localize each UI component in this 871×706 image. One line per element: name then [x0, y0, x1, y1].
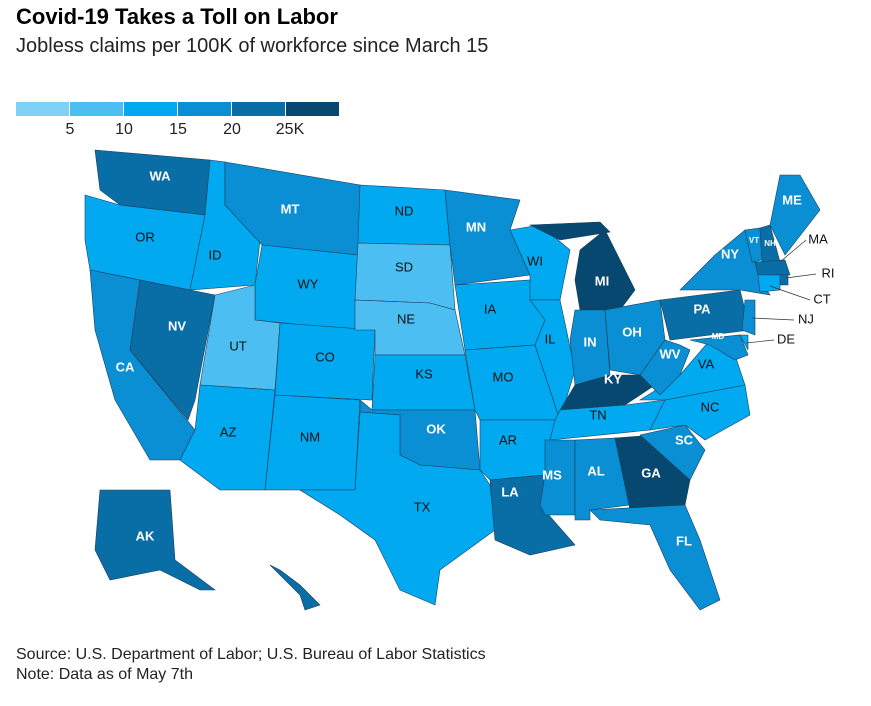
legend-swatch [124, 102, 177, 116]
state-label: CO [315, 349, 335, 364]
state [741, 299, 756, 336]
state-label: CA [116, 359, 135, 374]
legend-swatch [16, 102, 69, 116]
state-label: NJ [798, 311, 814, 326]
legend-tick-label: 5 [66, 121, 75, 138]
state-label: AR [499, 432, 517, 447]
state-label: WY [298, 276, 319, 291]
state-label: TX [414, 499, 431, 514]
state [779, 274, 789, 286]
state [129, 279, 216, 421]
state [274, 322, 376, 401]
state [754, 259, 791, 276]
legend-tick-label: 20 [223, 121, 241, 138]
state-label: KS [415, 366, 433, 381]
state-label: OK [426, 421, 446, 436]
state-label: ND [395, 203, 414, 218]
state-label: NV [168, 318, 186, 333]
legend-swatch [178, 102, 231, 116]
source: Source: U.S. Department of Labor; U.S. B… [16, 646, 486, 663]
legend-swatch [70, 102, 123, 116]
state-label: MN [466, 219, 486, 234]
state-label: WA [150, 168, 172, 183]
state [354, 242, 456, 311]
state [269, 564, 321, 611]
state-label: MD [712, 332, 725, 341]
state-label: SC [675, 432, 694, 447]
state-label: MA [808, 231, 828, 246]
state-label: UT [229, 338, 246, 353]
state-label: MO [493, 369, 514, 384]
state-label: SD [395, 259, 413, 274]
state [371, 354, 476, 411]
state-label: IN [584, 334, 597, 349]
leader-line [779, 239, 807, 263]
legend-tick-label: 10 [115, 121, 133, 138]
state-label: PA [693, 301, 711, 316]
state-label: OH [622, 324, 642, 339]
state-label: KY [604, 371, 622, 386]
state [769, 174, 821, 256]
state-label: NH [764, 239, 776, 248]
state-label: FL [676, 533, 692, 548]
state [639, 339, 691, 396]
state-label: CT [813, 291, 830, 306]
state [689, 334, 749, 361]
state-label: MT [281, 201, 300, 216]
state-label: IL [545, 331, 556, 346]
state [757, 274, 781, 293]
state-label: RI [822, 265, 835, 280]
state [574, 229, 636, 311]
legend-tick-label: 15 [169, 121, 187, 138]
state-label: ID [209, 247, 222, 262]
state-label: NE [397, 311, 415, 326]
state-label: NC [701, 399, 720, 414]
leader-line [751, 317, 795, 321]
leader-line [769, 285, 811, 301]
state-label: NY [721, 246, 739, 261]
legend-swatch [286, 102, 339, 116]
state-label: WI [527, 253, 543, 268]
state-label: AK [136, 528, 155, 543]
note: Note: Data as of May 7th [16, 666, 193, 683]
state-label: AZ [220, 424, 237, 439]
legend-swatch [232, 102, 285, 116]
leader-line [785, 273, 817, 279]
state-label: TN [589, 407, 606, 422]
state [528, 221, 611, 241]
state [639, 424, 706, 481]
legend-tick-label: 25K [276, 121, 305, 138]
state [94, 489, 216, 591]
state-label: VA [698, 356, 715, 371]
state-label: MI [595, 273, 609, 288]
title: Covid-19 Takes a Toll on Labor [16, 4, 338, 29]
state-label: VT [749, 236, 759, 245]
state-label: GA [641, 465, 661, 480]
state-label: IA [484, 301, 497, 316]
state-label: OR [135, 229, 155, 244]
state [589, 504, 721, 611]
state-label: WV [660, 346, 681, 361]
leader-line [745, 339, 775, 344]
state-label: LA [501, 484, 519, 499]
state-label: DE [777, 331, 795, 346]
state [179, 384, 276, 491]
map: 5 10 15 20 25K WA OR CA NV ID MT WY UT AZ CO NM ND SD NE KS… [16, 102, 835, 611]
state-label: ME [782, 192, 802, 207]
subtitle: Jobless claims per 100K of workforce sin… [16, 35, 489, 57]
state-label: NM [300, 429, 320, 444]
state [529, 299, 576, 421]
state-label: MS [542, 467, 562, 482]
state-label: AL [587, 463, 604, 478]
state [298, 411, 496, 606]
